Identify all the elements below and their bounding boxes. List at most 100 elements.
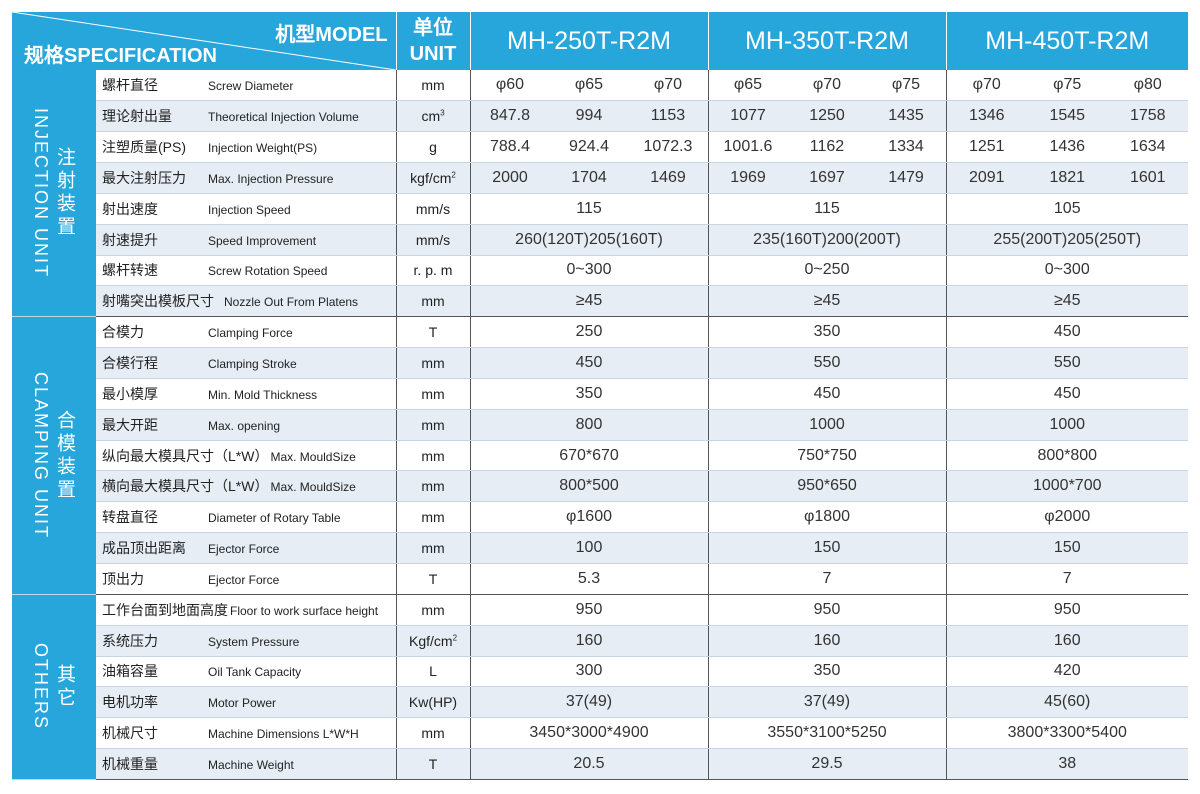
value: 1545 bbox=[1049, 107, 1086, 125]
item-label-zh: 系统压力 bbox=[102, 632, 158, 649]
value: 7 bbox=[708, 563, 947, 595]
specification-table: 机型MODEL 规格SPECIFICATION 单位 UNIT MH-250T-… bbox=[12, 12, 1188, 781]
table-row: 最小模厚 Min. Mold Thickness mm 350 450 450 bbox=[12, 378, 1188, 410]
unit-cell: mm bbox=[396, 532, 471, 564]
value: 1758 bbox=[1129, 107, 1166, 125]
value: 350 bbox=[708, 656, 947, 688]
item-label-cell: 横向最大模具尺寸（L*W） Max. MouldSize bbox=[96, 470, 397, 503]
item-label-zh: 机械重量 bbox=[102, 756, 158, 773]
value: 1162 bbox=[809, 138, 845, 156]
value: 924.4 bbox=[568, 138, 610, 156]
group-label-en: OTHERS bbox=[31, 643, 51, 731]
value: 1969 bbox=[730, 168, 766, 186]
value: 788.4 bbox=[489, 138, 531, 156]
table-row: 最大开距 Max. opening mm 800 1000 1000 bbox=[12, 409, 1188, 441]
item-label-zh: 注塑质量(PS) bbox=[102, 139, 186, 156]
value: 450 bbox=[946, 316, 1188, 349]
unit-cell: mm bbox=[396, 409, 471, 441]
group-label-zh: 注射装置 bbox=[54, 147, 75, 240]
item-label-en: System Pressure bbox=[208, 634, 300, 649]
value: 450 bbox=[946, 378, 1188, 410]
value: 950 bbox=[470, 594, 709, 626]
value: 550 bbox=[708, 347, 947, 379]
unit-text: L bbox=[429, 663, 437, 680]
value: 1250 bbox=[809, 107, 845, 125]
value: 420 bbox=[946, 656, 1188, 688]
item-label-zh: 最大注射压力 bbox=[102, 169, 186, 186]
value: 800*500 bbox=[470, 470, 709, 503]
unit-text: r. p. m bbox=[413, 262, 453, 279]
value: 260(120T)205(160T) bbox=[470, 224, 709, 256]
table-row: 射速提升 Speed Improvement mm/s 260(120T)205(16… bbox=[12, 224, 1188, 256]
item-label-cell: 最小模厚 Min. Mold Thickness bbox=[96, 378, 397, 410]
unit-superscript: 2 bbox=[451, 170, 456, 180]
value: 450 bbox=[470, 347, 709, 379]
value: 1000 bbox=[708, 409, 947, 441]
item-label-en: Max. Injection Pressure bbox=[208, 171, 334, 186]
model-values-cell: φ70 φ75 φ80 bbox=[946, 70, 1188, 102]
value: φ70 bbox=[972, 76, 1001, 94]
unit-cell: mm/s bbox=[396, 224, 471, 256]
unit-text: T bbox=[428, 756, 438, 773]
item-label-zh: 理论射出量 bbox=[102, 108, 172, 125]
unit-cell: mm bbox=[396, 285, 471, 318]
item-label-cell: 转盘直径 Diameter of Rotary Table bbox=[96, 501, 397, 534]
table-row: 油箱容量 Oil Tank Capacity L 300 350 420 bbox=[12, 656, 1188, 688]
item-label-en: Min. Mold Thickness bbox=[208, 387, 318, 402]
item-label-cell: 合模力 Clamping Force bbox=[96, 316, 397, 349]
item-label-zh: 顶出力 bbox=[102, 570, 144, 587]
unit-text: mm bbox=[421, 478, 445, 495]
unit-cell: mm bbox=[396, 347, 471, 379]
value: 20.5 bbox=[470, 748, 709, 780]
unit-text: mm bbox=[421, 77, 445, 94]
item-label-en: Screw Rotation Speed bbox=[208, 264, 328, 279]
value: 300 bbox=[470, 656, 709, 688]
value: 1077 bbox=[730, 107, 766, 125]
item-label-cell: 纵向最大模具尺寸（L*W） Max. MouldSize bbox=[96, 440, 397, 472]
value: 1479 bbox=[888, 168, 924, 186]
value: 1436 bbox=[1049, 138, 1086, 156]
model-values-cell: 788.4 924.4 1072.3 bbox=[470, 131, 709, 164]
table-row: 系统压力 System Pressure Kgf/cm2 160 160 160 bbox=[12, 625, 1188, 657]
value: 450 bbox=[708, 378, 947, 410]
value: φ75 bbox=[891, 76, 921, 94]
unit-label-zh: 单位 bbox=[413, 17, 453, 39]
value: 150 bbox=[946, 532, 1188, 564]
unit-text: mm/s bbox=[415, 231, 451, 248]
model-values-cell: 847.8 994 1153 bbox=[470, 100, 709, 133]
value: ≥45 bbox=[946, 285, 1188, 318]
diagonal-divider-line bbox=[12, 12, 395, 70]
group-label-cell: CLAMPING UNIT 合模装置 bbox=[12, 316, 96, 595]
table-row: 转盘直径 Diameter of Rotary Table mm φ1600 φ1800… bbox=[12, 501, 1188, 534]
specification-label: 规格SPECIFICATION bbox=[24, 45, 217, 67]
value: φ2000 bbox=[946, 501, 1188, 534]
table-row: 合模行程 Clamping Stroke mm 450 550 550 bbox=[12, 347, 1188, 379]
unit-cell: g bbox=[396, 131, 471, 164]
value: 45(60) bbox=[946, 686, 1188, 719]
unit-text: mm bbox=[421, 447, 445, 464]
value: 3550*3100*5250 bbox=[708, 717, 947, 750]
value: φ65 bbox=[574, 76, 604, 94]
item-label-cell: 油箱容量 Oil Tank Capacity bbox=[96, 656, 397, 688]
unit-text: Kgf/cm bbox=[408, 632, 453, 649]
unit-text: mm bbox=[421, 416, 445, 433]
value: 950 bbox=[946, 594, 1188, 626]
item-label-cell: 最大注射压力 Max. Injection Pressure bbox=[96, 162, 397, 194]
unit-cell: T bbox=[396, 563, 471, 595]
item-label-en: Max. MouldSize bbox=[270, 480, 356, 495]
value: 29.5 bbox=[708, 748, 947, 780]
table-row: 机械重量 Machine Weight T 20.5 29.5 38 bbox=[12, 748, 1188, 780]
item-label-en: Machine Weight bbox=[208, 758, 294, 773]
group-label-zh: 合模装置 bbox=[54, 409, 75, 502]
item-label-zh: 最小模厚 bbox=[102, 385, 158, 402]
item-label-cell: 系统压力 System Pressure bbox=[96, 625, 397, 657]
unit-superscript: 2 bbox=[452, 632, 458, 642]
item-label-en: Oil Tank Capacity bbox=[208, 665, 302, 680]
unit-text: T bbox=[428, 324, 438, 341]
value: ≥45 bbox=[708, 285, 947, 318]
value: 800 bbox=[470, 409, 709, 441]
table-row: 注塑质量(PS) Injection Weight(PS) g 788.4 924.4 1… bbox=[12, 131, 1188, 164]
table-row: 螺杆转速 Screw Rotation Speed r. p. m 0~300 0~25… bbox=[12, 255, 1188, 287]
value: 37(49) bbox=[470, 686, 709, 719]
table-row: 射嘴突出模板尺寸 Nozzle Out From Platens mm ≥45 ≥45 ≥… bbox=[12, 285, 1188, 318]
